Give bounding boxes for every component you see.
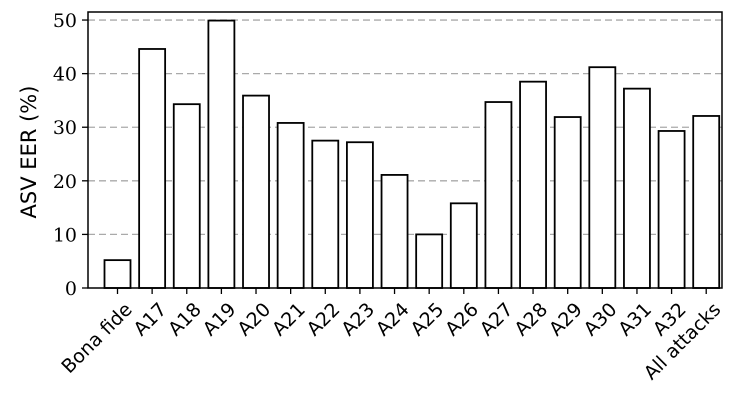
bar-a31 <box>623 87 651 289</box>
x-tick-label: A22 <box>303 299 345 341</box>
y-tick-label: 10 <box>53 224 77 246</box>
bar-a29 <box>553 116 582 289</box>
x-tick-label: Bona fide <box>57 299 136 378</box>
plot-frame <box>87 11 723 289</box>
y-tick-label: 0 <box>65 278 77 300</box>
y-tick-labels: 0 10 20 30 40 50 <box>53 10 77 300</box>
x-tick-label: A26 <box>441 299 483 341</box>
y-tick-label: 30 <box>53 117 77 139</box>
x-tick-label: A27 <box>476 299 518 341</box>
axes <box>82 11 723 294</box>
bar-a21 <box>276 122 305 289</box>
bar-a27 <box>484 101 513 289</box>
y-tick-label: 50 <box>53 10 77 32</box>
y-tick-label: 20 <box>53 171 77 193</box>
bar-a30 <box>588 66 617 289</box>
bar-a18 <box>172 103 201 289</box>
x-tick-label: A21 <box>268 299 310 341</box>
x-tick-label: A25 <box>406 299 448 341</box>
bar-a19 <box>207 19 236 289</box>
x-tick-label: A19 <box>199 299 241 341</box>
bar-all-attacks <box>692 115 721 289</box>
bar-a28 <box>519 80 547 289</box>
x-tick-label: A24 <box>372 299 414 341</box>
bar-bona-fide <box>103 259 132 289</box>
bar-a22 <box>311 139 340 289</box>
x-tick-label: A28 <box>510 299 552 341</box>
x-tick-labels: Bona fideA17A18A19A20A21A22A23A24A25A26A… <box>57 299 725 385</box>
x-tick-label: A17 <box>129 299 171 341</box>
x-tick-label: A31 <box>614 299 656 341</box>
bar-a23 <box>346 141 374 289</box>
x-tick-label: A23 <box>337 299 379 341</box>
y-tick-label: 40 <box>53 64 77 86</box>
bars <box>103 19 721 289</box>
x-tick-label: A18 <box>164 299 206 341</box>
x-tick-label: A30 <box>580 299 622 341</box>
y-axis-title: ASV EER (%) <box>17 86 41 219</box>
x-tick-label: A20 <box>233 299 275 341</box>
bar-a20 <box>242 94 270 289</box>
bar-a25 <box>415 233 444 289</box>
bar-a24 <box>380 174 409 289</box>
x-tick-label: A29 <box>545 299 587 341</box>
bar-a32 <box>657 130 686 289</box>
bar-a26 <box>449 202 478 289</box>
bar-a17 <box>138 48 167 289</box>
